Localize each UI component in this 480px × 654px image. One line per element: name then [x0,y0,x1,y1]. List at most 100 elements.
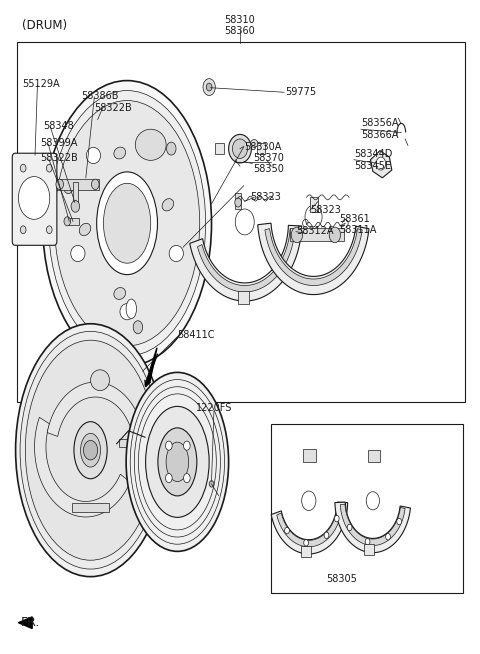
Ellipse shape [86,147,100,164]
Bar [119,439,130,447]
Text: FR.: FR. [21,616,40,629]
Ellipse shape [79,223,91,235]
Ellipse shape [114,288,126,300]
Bar [257,143,265,154]
Ellipse shape [54,101,200,346]
Circle shape [64,181,73,194]
Circle shape [92,179,99,190]
Bar [238,291,250,304]
Bar [72,503,108,512]
Circle shape [203,78,216,95]
Ellipse shape [43,80,212,366]
Ellipse shape [74,422,107,479]
Polygon shape [35,417,130,517]
Ellipse shape [25,340,156,560]
Text: 1220FS: 1220FS [196,403,232,413]
Text: 55129A: 55129A [22,79,60,89]
Circle shape [56,179,63,190]
Text: 58370
58350: 58370 58350 [253,153,284,175]
Circle shape [209,481,214,487]
Circle shape [329,227,341,243]
Text: 58312A: 58312A [296,226,334,236]
Text: 58356A
58366A: 58356A 58366A [361,118,398,140]
Text: 58344D
58345E: 58344D 58345E [354,149,392,171]
Text: 58399A: 58399A [40,139,77,148]
Text: 58361
58311A: 58361 58311A [340,214,377,235]
Text: 58305: 58305 [326,574,358,583]
Ellipse shape [48,90,205,356]
Ellipse shape [146,139,160,155]
Circle shape [366,492,380,510]
Circle shape [183,473,190,483]
Text: 58348: 58348 [43,121,74,131]
Bar [216,143,224,154]
Circle shape [84,441,97,460]
Ellipse shape [91,370,109,390]
Ellipse shape [228,135,252,163]
Ellipse shape [158,428,197,496]
Bar [302,449,316,462]
Circle shape [335,515,339,522]
Circle shape [397,518,401,525]
Ellipse shape [145,406,209,517]
Circle shape [301,491,316,511]
Text: (DRUM): (DRUM) [22,19,67,32]
Circle shape [166,441,172,450]
Circle shape [347,525,352,530]
Polygon shape [47,382,145,445]
Polygon shape [18,617,32,628]
Ellipse shape [162,199,174,211]
Polygon shape [145,348,157,385]
Text: 58322B: 58322B [95,103,132,113]
Circle shape [235,209,254,235]
Circle shape [133,320,143,334]
Circle shape [166,473,172,483]
Circle shape [47,226,52,233]
Ellipse shape [20,332,161,569]
Bar [290,228,344,241]
Text: 58323: 58323 [251,192,281,202]
Polygon shape [190,226,301,301]
Circle shape [183,441,190,450]
Ellipse shape [120,303,134,320]
Text: 58322B: 58322B [40,154,78,164]
Circle shape [20,164,26,172]
Bar [364,543,374,555]
Circle shape [18,177,50,219]
Circle shape [324,532,329,538]
Polygon shape [335,502,410,553]
Text: 59775: 59775 [285,87,316,97]
Circle shape [376,157,385,170]
Circle shape [365,538,370,545]
Polygon shape [197,229,295,292]
Circle shape [47,164,52,172]
Ellipse shape [15,324,166,577]
Ellipse shape [126,372,228,551]
Ellipse shape [166,442,189,481]
Bar [73,182,78,205]
Circle shape [64,216,71,226]
Circle shape [305,205,322,228]
Ellipse shape [169,245,183,262]
Bar [17,42,466,402]
Circle shape [20,226,26,233]
Ellipse shape [71,245,85,262]
Text: 58330A: 58330A [244,142,281,152]
Bar [368,450,381,462]
Ellipse shape [135,129,166,160]
Polygon shape [258,223,369,294]
Bar [310,198,318,212]
Ellipse shape [114,147,126,159]
Polygon shape [277,504,342,547]
Circle shape [285,527,289,534]
Ellipse shape [96,172,157,275]
Circle shape [71,201,80,213]
Text: 58386B: 58386B [81,91,119,101]
Text: 58411C: 58411C [178,330,215,340]
Bar [67,218,79,224]
Circle shape [206,83,212,91]
Ellipse shape [103,183,151,263]
Ellipse shape [232,139,248,158]
Polygon shape [265,229,362,286]
Ellipse shape [126,299,136,318]
